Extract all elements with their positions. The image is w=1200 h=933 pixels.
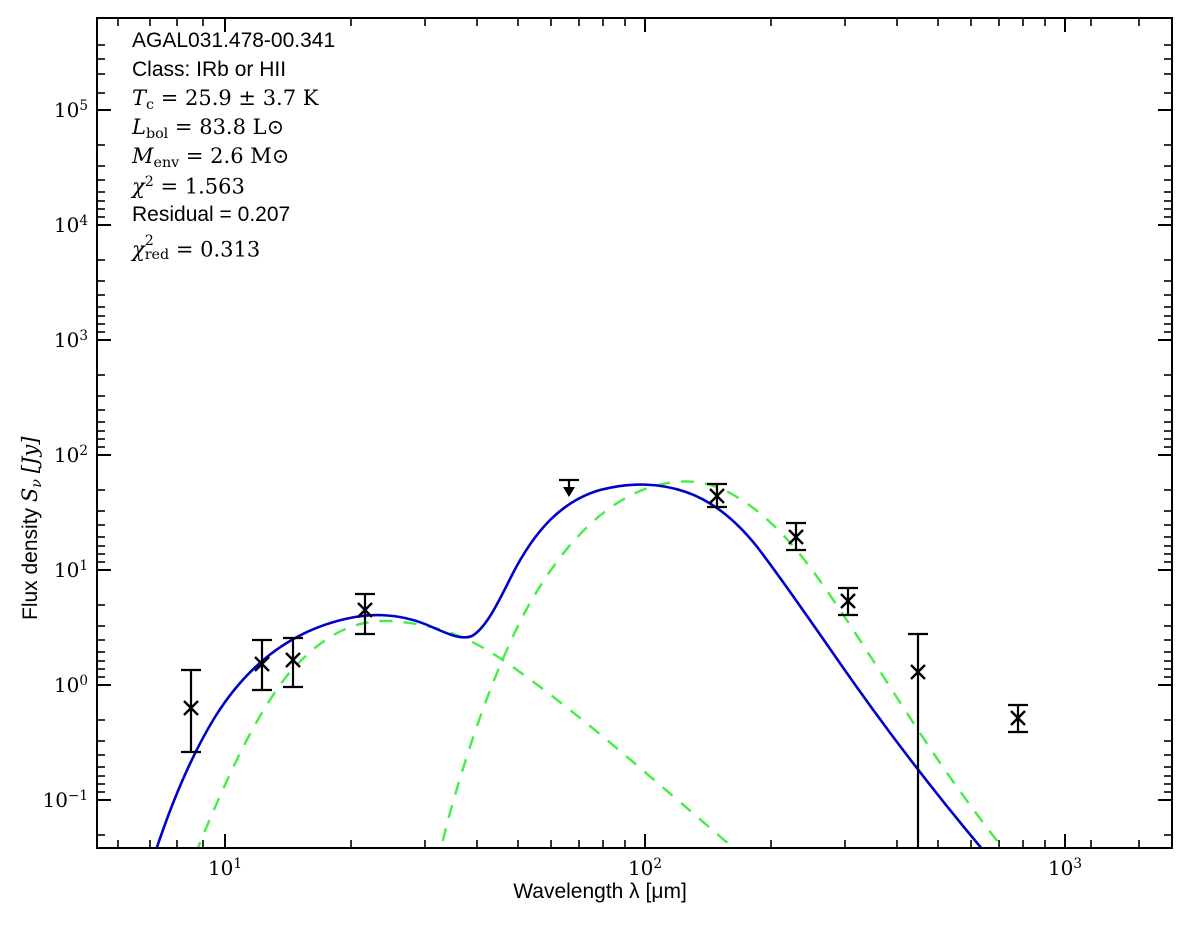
ytick-exp-3: 3 <box>79 327 88 344</box>
ytick-label-1e1: 101 <box>53 557 88 583</box>
temperature-unit: K <box>302 86 319 110</box>
chi2-value: 1.563 <box>184 174 245 199</box>
ytick-exp-4: 4 <box>79 212 88 229</box>
xtick-exp-3: 3 <box>1073 856 1083 872</box>
data-point <box>838 586 858 617</box>
ytick-exp-1: 1 <box>79 557 88 574</box>
data-point <box>786 521 806 552</box>
x-axis-label-prefix: Wavelength <box>513 880 630 903</box>
x-axis-label-symbol: λ <box>629 880 640 903</box>
xtick-label-1e1: 101 <box>207 856 243 881</box>
xtick-exp-1: 1 <box>233 856 243 872</box>
xtick-label-1e3: 103 <box>1047 856 1083 881</box>
y-axis-label-symbol-sub: ν <box>28 479 45 488</box>
ytick-label-1e0: 100 <box>53 672 88 698</box>
chi2red-scripts: 2 red <box>144 232 170 263</box>
ytick-label-1e2: 102 <box>53 442 88 468</box>
chi2red-value: 0.313 <box>200 237 261 262</box>
annotation-residual: Residual = 0.207 <box>132 203 291 226</box>
data-point <box>908 632 928 848</box>
mass-unit: M⊙ <box>250 144 290 168</box>
y-minor-ticks <box>97 44 1172 836</box>
annotation-temperature: Tc = 25.9 ± 3.7 K <box>132 86 319 113</box>
ytick-label-1em1: 10−1 <box>42 787 89 813</box>
x-major-ticks <box>224 18 1066 848</box>
temperature-subscript: c <box>146 96 155 113</box>
cold-component-curve <box>439 480 1005 848</box>
residual-label: Residual <box>132 203 214 226</box>
annotation-block: AGAL031.478-00.341 Class: IRb or HII Tc … <box>132 30 335 262</box>
residual-value: 0.207 <box>237 203 291 226</box>
x-axis-label-unit: [μm] <box>645 880 687 903</box>
ytick-label-1e4: 104 <box>53 212 88 238</box>
annotation-source-name: AGAL031.478-00.341 <box>132 29 336 52</box>
ytick-exp-2: 2 <box>79 442 88 459</box>
luminosity-unit: L⊙ <box>252 115 285 139</box>
y-axis-label: Flux density Sν [Jy] <box>18 437 45 620</box>
annotation-mass: Menv = 2.6 M⊙ <box>132 144 290 171</box>
luminosity-symbol: L <box>132 115 146 139</box>
xtick-label-1e2: 102 <box>627 856 663 881</box>
ytick-label-1e5: 105 <box>53 97 88 123</box>
y-axis-label-prefix: Flux density <box>19 502 42 620</box>
upper-limit-marker <box>559 478 579 497</box>
mass-value: 2.6 <box>210 144 244 168</box>
photometry-points <box>181 482 1028 848</box>
annotation-luminosity: Lbol = 83.8 L⊙ <box>132 115 285 142</box>
luminosity-subscript: bol <box>145 125 169 142</box>
x-minor-ticks <box>117 18 1140 848</box>
data-point <box>181 668 201 754</box>
ytick-exp-m1: −1 <box>67 787 88 804</box>
data-point <box>283 636 303 689</box>
temperature-symbol: T <box>132 86 147 110</box>
annotation-chi2: χ2 = 1.563 <box>132 174 245 199</box>
x-axis-label: Wavelength λ [μm] <box>0 880 1200 904</box>
data-point <box>252 638 272 692</box>
chi2red-superscript: 2 <box>144 232 154 249</box>
chi2-symbol: χ <box>132 174 145 199</box>
luminosity-value: 83.8 <box>199 115 246 139</box>
axis-frame <box>96 17 1173 849</box>
data-point <box>1008 703 1028 734</box>
annotation-class-label: Class: IRb or HII <box>132 58 287 81</box>
ytick-exp-5: 5 <box>79 97 88 114</box>
mass-subscript: env <box>153 154 180 171</box>
ytick-label-1e3: 103 <box>53 327 88 353</box>
chi2red-symbol: χ <box>132 237 145 262</box>
y-axis-label-symbol: S <box>18 487 42 503</box>
chi2red-subscript: red <box>144 246 170 263</box>
temperature-value: 25.9 <box>184 86 232 110</box>
plot-background <box>97 18 1172 848</box>
y-major-ticks <box>97 109 1172 801</box>
data-point <box>707 482 727 509</box>
mass-symbol: M <box>132 144 154 168</box>
y-axis-label-unit: [Jy] <box>18 436 42 474</box>
chi2-superscript: 2 <box>144 174 154 190</box>
annotation-chi2-red: χ 2 red = 0.313 <box>132 232 261 263</box>
ytick-exp-0: 0 <box>79 672 88 689</box>
hot-component-curve <box>196 619 736 848</box>
data-point <box>355 592 375 636</box>
temperature-error: 3.7 <box>262 86 297 110</box>
xtick-exp-2: 2 <box>653 856 663 872</box>
